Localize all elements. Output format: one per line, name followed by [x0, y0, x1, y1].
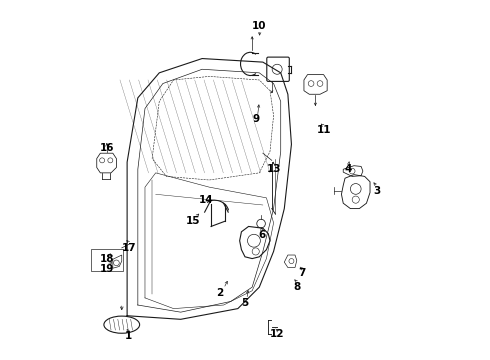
Text: 18: 18	[100, 254, 115, 264]
Text: 13: 13	[267, 164, 281, 174]
Text: 16: 16	[100, 143, 115, 153]
Text: 2: 2	[217, 288, 223, 297]
Bar	[92, 249, 123, 271]
Text: 14: 14	[198, 195, 213, 204]
Text: 7: 7	[298, 268, 306, 278]
Text: 5: 5	[242, 298, 248, 308]
Text: 1: 1	[125, 332, 132, 342]
Text: 11: 11	[317, 125, 331, 135]
Text: 6: 6	[259, 230, 266, 240]
Text: 8: 8	[293, 282, 300, 292]
Text: 4: 4	[345, 164, 352, 174]
Text: 15: 15	[186, 216, 200, 226]
Text: 3: 3	[373, 186, 381, 196]
Text: 17: 17	[122, 243, 136, 253]
Text: 9: 9	[252, 114, 259, 124]
Text: 19: 19	[100, 264, 115, 274]
Text: 12: 12	[270, 329, 284, 339]
Text: 10: 10	[252, 21, 267, 31]
